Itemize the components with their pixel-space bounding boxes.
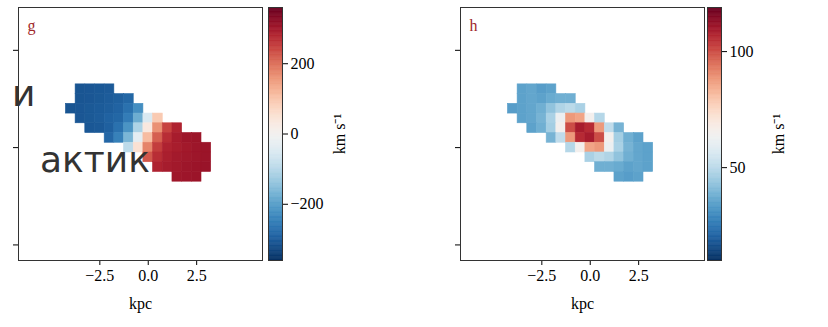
svg-text:50: 50 bbox=[730, 159, 746, 176]
html-text:и: и bbox=[12, 73, 36, 114]
svg-text:g: g bbox=[28, 17, 36, 35]
svg-text:0.0: 0.0 bbox=[580, 267, 600, 284]
svg-text:−2.5: −2.5 bbox=[85, 267, 114, 284]
svg-text:km s⁻¹: km s⁻¹ bbox=[331, 114, 348, 155]
svg-text:2.5: 2.5 bbox=[629, 267, 649, 284]
svg-text:−2.5: −2.5 bbox=[527, 267, 556, 284]
svg-text:0: 0 bbox=[291, 125, 299, 142]
svg-text:kpc: kpc bbox=[129, 295, 152, 313]
svg-text:2.5: 2.5 bbox=[187, 267, 207, 284]
svg-text:200: 200 bbox=[291, 55, 315, 72]
html-text:актик: актик bbox=[40, 139, 150, 180]
svg-text:−200: −200 bbox=[291, 195, 324, 212]
svg-text:km s⁻¹: km s⁻¹ bbox=[770, 114, 787, 155]
svg-text:100: 100 bbox=[730, 43, 754, 60]
svg-text:h: h bbox=[470, 17, 478, 34]
svg-text:0.0: 0.0 bbox=[138, 267, 158, 284]
svg-text:kpc: kpc bbox=[571, 295, 594, 313]
